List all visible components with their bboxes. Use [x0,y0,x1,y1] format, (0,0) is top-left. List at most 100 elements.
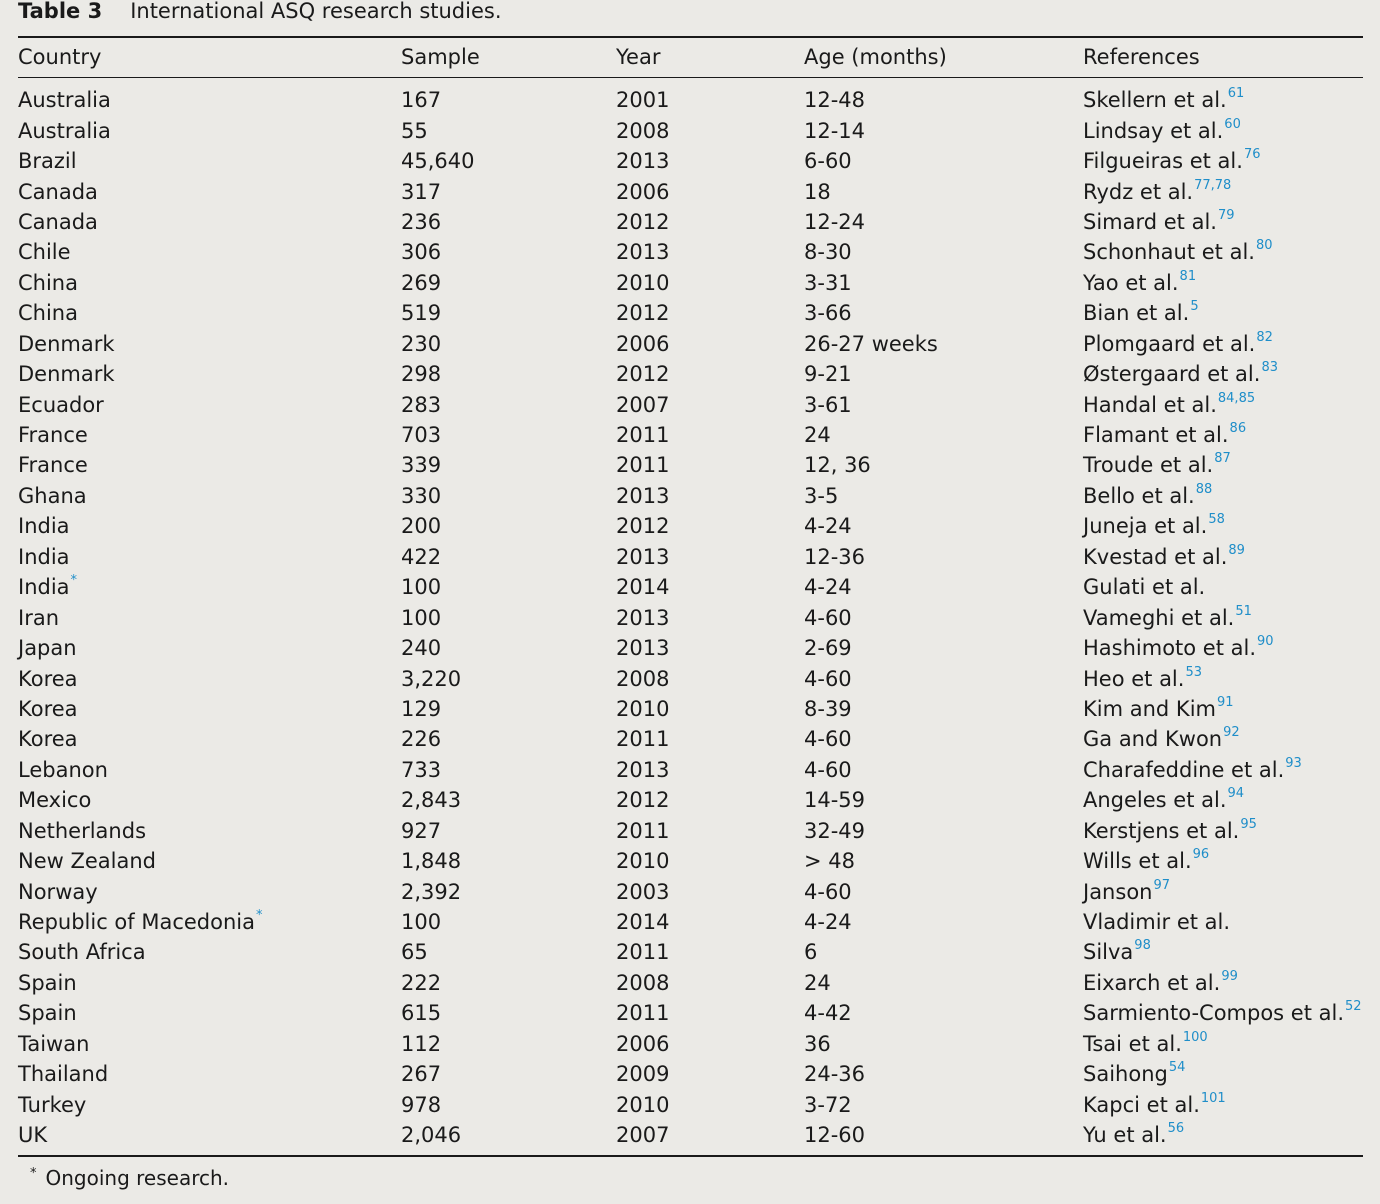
reference-citation-link[interactable]: 80 [1255,238,1273,254]
cell-age: 6 [804,940,818,965]
table-row: Japan 240 2013 2-69 Hashimoto et al.90 [18,633,1363,663]
cell-country: Ghana [18,481,401,511]
reference-authors: Charafeddine et al. [1083,757,1285,782]
table-row: UK 2,046 2007 12-60 Yu et al.56 [18,1120,1363,1150]
cell-year: 2012 [616,514,670,539]
cell-age: 12-36 [804,544,866,569]
reference-citation-link[interactable]: 97 [1153,877,1171,893]
country-name: Lebanon [18,757,108,782]
table-row: Canada 317 2006 18 Rydz et al.77,78 [18,176,1363,206]
cell-reference: Ga and Kwon92 [1083,724,1363,754]
reference-citation-link[interactable]: 82 [1256,329,1273,345]
cell-reference: Eixarch et al.99 [1083,968,1363,998]
reference-citation-link[interactable]: 86 [1229,421,1247,437]
ongoing-research-mark: * [70,573,78,589]
reference-authors: Ga and Kwon [1083,727,1223,752]
cell-year: 2006 [616,179,670,204]
cell-year: 2014 [616,575,670,600]
reference-citation-link[interactable]: 79 [1217,207,1235,223]
reference-citation-link[interactable]: 53 [1185,664,1202,680]
reference-citation-link[interactable]: 84,85 [1217,390,1256,406]
cell-age: 14-59 [804,788,866,813]
table-title: International ASQ research studies. [130,0,502,23]
reference-citation-link[interactable]: 91 [1216,694,1234,710]
country-name: New Zealand [18,849,156,874]
reference-authors: Yao et al. [1083,270,1179,295]
cell-country: Denmark [18,329,401,359]
reference-citation-link[interactable]: 89 [1228,542,1245,558]
reference-citation-link[interactable]: 88 [1195,481,1213,497]
cell-reference: Silva98 [1083,937,1363,967]
reference-citation-link[interactable]: 81 [1179,268,1197,284]
cell-year: 2008 [616,118,670,143]
cell-sample: 339 [401,453,442,478]
reference-citation-link[interactable]: 61 [1227,86,1245,102]
reference-citation-link[interactable]: 100 [1182,1029,1208,1045]
country-name: Australia [18,88,111,113]
reference-authors: Flamant et al. [1083,423,1229,448]
reference-citation-link[interactable]: 90 [1257,634,1274,650]
reference-citation-link[interactable]: 98 [1134,938,1151,954]
reference-citation-link[interactable]: 87 [1214,451,1231,467]
cell-reference: Rydz et al.77,78 [1083,176,1363,206]
table-row: France 339 2011 12, 36 Troude et al.87 [18,450,1363,480]
cell-year: 2012 [616,788,670,813]
cell-age: 4-60 [804,727,852,752]
cell-sample: 615 [401,1001,442,1026]
reference-citation-link[interactable]: 101 [1200,1090,1226,1106]
reference-authors: Filgueiras et al. [1083,149,1243,174]
table-row: Thailand 267 2009 24-36 Saihong54 [18,1059,1363,1089]
cell-year: 2010 [616,1092,670,1117]
cell-year: 2013 [616,757,670,782]
reference-citation-link[interactable]: 92 [1223,725,1240,741]
cell-sample: 2,046 [401,1123,462,1148]
cell-year: 2013 [616,636,670,661]
reference-citation-link[interactable]: 51 [1235,603,1252,619]
reference-citation-link[interactable]: 99 [1221,968,1238,984]
reference-citation-link[interactable]: 58 [1208,512,1225,528]
reference-citation-link[interactable]: 56 [1167,1121,1185,1137]
cell-sample: 222 [401,970,442,995]
reference-authors: Yu et al. [1083,1123,1167,1148]
cell-sample: 733 [401,757,442,782]
cell-age: 12-24 [804,209,866,234]
country-name: Thailand [18,1062,109,1087]
reference-citation-link[interactable]: 76 [1243,147,1261,163]
reference-authors: Sarmiento-Compos et al. [1083,1001,1345,1026]
cell-year: 2011 [616,453,670,478]
table-row: Chile 306 2013 8-30 Schonhaut et al.80 [18,237,1363,267]
reference-authors: Kapci et al. [1083,1092,1200,1117]
reference-citation-link[interactable]: 93 [1285,755,1302,771]
reference-citation-link[interactable]: 94 [1227,786,1245,802]
reference-citation-link[interactable]: 5 [1190,299,1199,315]
cell-sample: 100 [401,910,442,935]
cell-reference: Hashimoto et al.90 [1083,633,1363,663]
reference-citation-link[interactable]: 96 [1192,847,1210,863]
cell-reference: Østergaard et al.83 [1083,359,1363,389]
cell-country: India* [18,572,401,602]
table-header-rule [18,77,1363,78]
cell-age: 18 [804,179,831,204]
reference-citation-link[interactable]: 54 [1168,1060,1186,1076]
reference-citation-link[interactable]: 83 [1261,360,1278,376]
cell-age: 24 [804,423,831,448]
cell-age: 26-27 weeks [804,331,938,356]
reference-authors: Kerstjens et al. [1083,818,1240,843]
cell-year: 2013 [616,483,670,508]
cell-sample: 129 [401,696,442,721]
country-name: India [18,514,70,539]
reference-citation-link[interactable]: 52 [1345,999,1362,1015]
cell-year: 2010 [616,270,670,295]
cell-age: 4-60 [804,666,852,691]
asq-studies-table: Country Sample Year Age (months) Referen… [18,43,1363,1150]
reference-authors: Angeles et al. [1083,788,1227,813]
table-bottom-rule [18,1155,1363,1157]
reference-citation-link[interactable]: 60 [1224,116,1241,132]
cell-age: 12-48 [804,88,866,113]
cell-country: Spain [18,968,401,998]
reference-citation-link[interactable]: 77,78 [1194,177,1232,193]
cell-country: Korea [18,663,401,693]
cell-year: 2011 [616,1001,670,1026]
country-name: Denmark [18,362,115,387]
reference-citation-link[interactable]: 95 [1240,816,1257,832]
